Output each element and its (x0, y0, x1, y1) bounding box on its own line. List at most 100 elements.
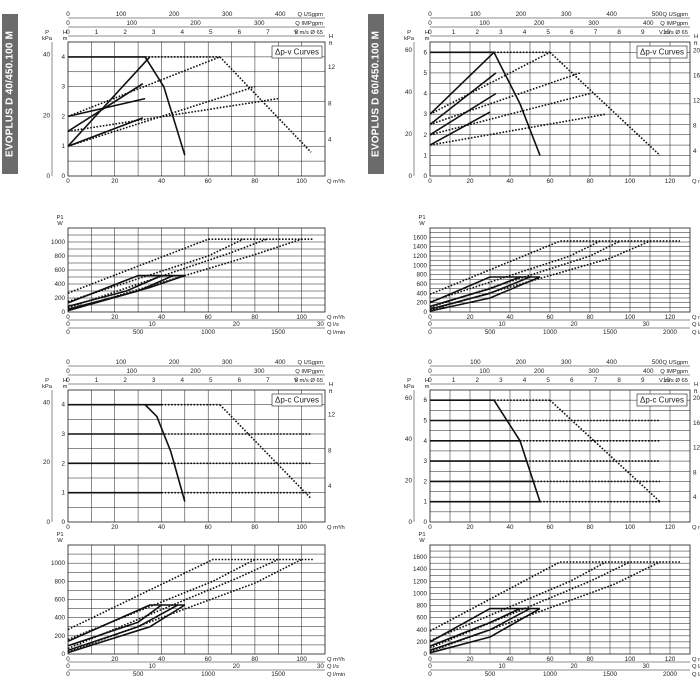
x-tick-label: 100 (625, 178, 636, 185)
x2-axis-unit: Q l/s (327, 664, 339, 670)
top-axis-unit: Q USgpm (663, 12, 689, 18)
x-tick-label: 0 (66, 178, 70, 185)
top-axis-tick-label: 0 (66, 11, 70, 18)
x2-tick-label: 0 (66, 321, 70, 328)
x2-tick-label: 10 (149, 663, 157, 670)
x-tick-label: 0 (428, 178, 432, 185)
top-axis-tick-label: 200 (190, 20, 201, 27)
top-axis-tick-label: 6 (238, 377, 242, 384)
kpa-tick-label: 40 (405, 436, 413, 443)
power-tick-label: 800 (416, 272, 427, 279)
power-tick-label: 0 (423, 651, 427, 658)
x2-tick-label: 30 (317, 321, 325, 328)
series-line-dotted (429, 561, 607, 642)
top-axis-tick-label: 7 (594, 29, 598, 36)
kpa-axis-unit: kPa (42, 36, 53, 42)
power-axis-label: P1 (56, 215, 63, 221)
power-tick-label: 800 (54, 578, 65, 585)
top-axis-tick-label: 100 (479, 368, 490, 375)
x-tick-label: 20 (466, 178, 474, 185)
x-tick-label: 120 (665, 314, 676, 321)
series-line-dotted (429, 72, 581, 126)
top-axis-tick-label: 300 (588, 368, 599, 375)
x2-tick-label: 0 (428, 321, 432, 328)
x3-tick-label: 1500 (603, 671, 618, 678)
series-line-dotted (429, 113, 607, 146)
head-tick-label: 4 (61, 54, 65, 61)
x3-tick-label: 2000 (663, 329, 678, 336)
power-tick-label: 600 (54, 267, 65, 274)
ft-tick-label: 12 (328, 412, 336, 419)
top-axis-tick-label: 200 (534, 20, 545, 27)
plot-frame (429, 41, 691, 177)
x3-tick-label: 1000 (543, 671, 558, 678)
series-line-dotted (429, 92, 591, 136)
top-axis-unit: Q IMPgpm (295, 21, 323, 27)
legend-text: Δp-v Curves (275, 48, 319, 57)
ft-tick-label: 12 (328, 64, 336, 71)
series-line-solid (429, 72, 497, 126)
x-tick-label: 0 (66, 524, 70, 531)
power-tick-label: 1000 (413, 590, 428, 597)
series-line-dotted (429, 240, 601, 303)
x3-axis-unit: Q l/min (692, 330, 700, 336)
x2-tick-label: 20 (233, 321, 241, 328)
x2-tick-label: 20 (233, 663, 241, 670)
x-tick-label: 60 (205, 314, 213, 321)
top-axis-tick-label: 0 (428, 20, 432, 27)
x3-axis-unit: Q l/min (692, 672, 700, 678)
head-tick-label: 0 (423, 173, 427, 180)
series-line-solid (67, 97, 146, 118)
power-tick-label: 0 (423, 309, 427, 316)
x-tick-label: 60 (546, 524, 554, 531)
ft-tick-label: 8 (328, 447, 332, 454)
top-axis-tick-label: 200 (534, 368, 545, 375)
x3-tick-label: 500 (133, 329, 144, 336)
top-axis-tick-label: 100 (126, 20, 137, 27)
top-axis-tick-label: 2 (123, 29, 127, 36)
x-axis-unit: Q m³/h (692, 525, 700, 531)
top-axis-tick-label: 200 (169, 11, 180, 18)
legend-text: Δp-c Curves (640, 396, 684, 405)
top-axis-tick-label: 0 (428, 359, 432, 366)
x-tick-label: 60 (205, 524, 213, 531)
x2-axis-unit: Q l/s (692, 664, 700, 670)
kpa-tick-label: 40 (405, 89, 413, 96)
x-tick-label: 80 (586, 314, 594, 321)
top-axis-tick-label: 400 (643, 368, 654, 375)
x-tick-label: 0 (66, 314, 70, 321)
chart-l4: 0 20 40 60 80 100 Q m³/h 0 10 20 30 Q l/s 0 500 1000 15… (51, 532, 345, 678)
top-axis-tick-label: 100 (116, 359, 127, 366)
top-axis-tick-label: 100 (116, 11, 127, 18)
legend-box (271, 45, 323, 59)
series-line-dotted (67, 558, 314, 631)
top-axis-tick-label: 7 (266, 29, 270, 36)
power-tick-label: 200 (54, 295, 65, 302)
top-axis-unit: Q USgpm (663, 360, 689, 366)
x3-tick-label: 2000 (663, 671, 678, 678)
x3-tick-label: 1500 (271, 329, 286, 336)
kpa-axis-label: P (45, 378, 49, 384)
kpa-tick-label: 20 (43, 459, 51, 466)
kpa-axis-unit: kPa (42, 384, 53, 390)
top-axis-tick-label: 100 (470, 359, 481, 366)
ft-axis-label: H (329, 382, 333, 388)
top-axis-tick-label: 400 (606, 359, 617, 366)
series-line-solid (429, 607, 540, 643)
series-line-dotted (549, 399, 661, 503)
x3-tick-label: 1000 (201, 671, 216, 678)
x-tick-label: 100 (625, 524, 636, 531)
power-tick-label: 1600 (413, 234, 428, 241)
x3-tick-label: 1500 (271, 671, 286, 678)
top-axis-tick-label: 500 (652, 359, 663, 366)
x-tick-label: 100 (296, 656, 307, 663)
power-tick-label: 400 (416, 627, 427, 634)
head-tick-label: 5 (423, 70, 427, 77)
series-line-dotted (219, 404, 312, 500)
series-line-dotted (429, 561, 631, 649)
x-tick-label: 80 (251, 314, 259, 321)
chart-l3: 0 20 40 60 80 100 Q m³/h02040PkPa01234Hm4812Hf… (42, 359, 345, 531)
power-tick-label: 1000 (413, 262, 428, 269)
top-axis-tick-label: 1 (95, 29, 99, 36)
